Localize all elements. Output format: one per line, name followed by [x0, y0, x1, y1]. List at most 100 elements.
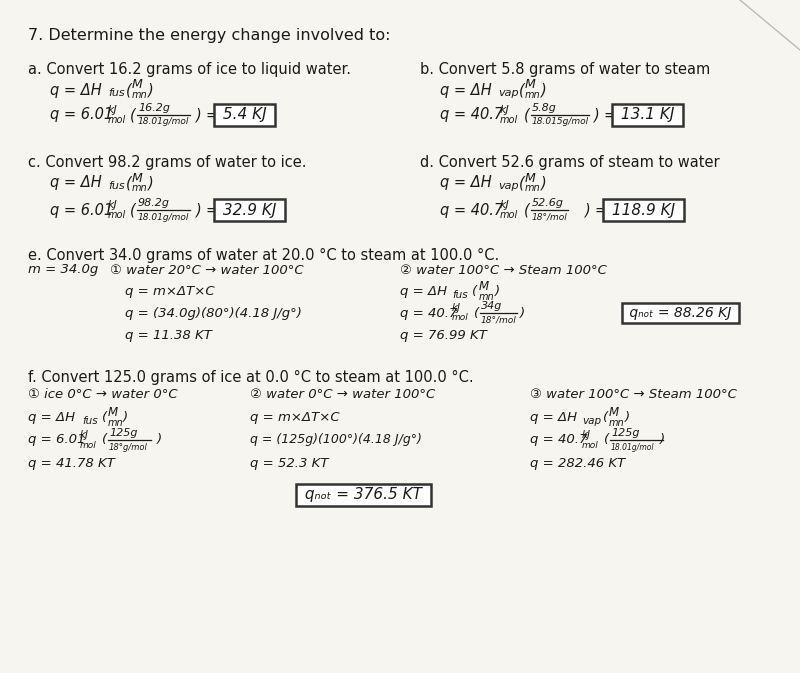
Text: q = ΔH: q = ΔH	[440, 176, 492, 190]
Text: ① ice 0°C → water 0°C: ① ice 0°C → water 0°C	[28, 388, 178, 402]
Text: q = ΔH: q = ΔH	[28, 411, 75, 425]
Text: mol: mol	[80, 441, 97, 450]
Text: mn: mn	[525, 183, 541, 193]
Text: 18.01g/mol: 18.01g/mol	[138, 118, 190, 127]
Text: ): )	[157, 433, 162, 446]
Text: mol: mol	[582, 441, 598, 450]
Text: kJ: kJ	[108, 105, 118, 115]
Text: (: (	[130, 203, 136, 217]
Text: (: (	[474, 306, 479, 320]
Text: (: (	[102, 411, 107, 425]
Text: ): )	[660, 433, 665, 446]
Text: ): )	[541, 176, 546, 190]
Text: mn: mn	[609, 418, 625, 428]
Text: vap: vap	[582, 416, 601, 426]
Text: M: M	[479, 281, 489, 293]
Text: 13.1 KJ: 13.1 KJ	[616, 108, 679, 122]
Text: q = 282.46 KT: q = 282.46 KT	[530, 456, 626, 470]
Text: q = 40.7: q = 40.7	[400, 306, 458, 320]
Text: M: M	[132, 79, 142, 92]
Text: vap: vap	[498, 88, 518, 98]
Text: vap: vap	[498, 181, 518, 191]
Text: 125g: 125g	[611, 428, 639, 438]
Text: ): )	[585, 203, 590, 217]
Text: q = ΔH: q = ΔH	[50, 176, 102, 190]
Text: q = (125g)(100°)(4.18 J/g°): q = (125g)(100°)(4.18 J/g°)	[250, 433, 422, 446]
Text: q = (34.0g)(80°)(4.18 J/g°): q = (34.0g)(80°)(4.18 J/g°)	[125, 306, 302, 320]
Text: 125g: 125g	[109, 428, 138, 438]
Text: ): )	[148, 176, 154, 190]
Text: kJ: kJ	[582, 430, 591, 440]
Text: 18°g/mol: 18°g/mol	[109, 443, 148, 452]
Text: 18.01g/mol: 18.01g/mol	[138, 213, 190, 221]
Text: 52.6g: 52.6g	[532, 198, 564, 208]
Text: qₙₒₜ = 376.5 KT: qₙₒₜ = 376.5 KT	[300, 487, 427, 503]
Text: mol: mol	[108, 210, 126, 220]
Text: c. Convert 98.2 grams of water to ice.: c. Convert 98.2 grams of water to ice.	[28, 155, 306, 170]
Text: mol: mol	[500, 115, 518, 125]
Text: ): )	[520, 306, 525, 320]
Text: M: M	[108, 406, 118, 419]
Text: (: (	[472, 285, 477, 299]
Text: 18°/mol: 18°/mol	[481, 316, 517, 324]
Text: q = 6.01: q = 6.01	[28, 433, 86, 446]
Text: fus: fus	[108, 88, 125, 98]
Text: M: M	[525, 79, 536, 92]
Text: 7. Determine the energy change involved to:: 7. Determine the energy change involved …	[28, 28, 390, 43]
Text: M: M	[525, 172, 536, 184]
Text: =: =	[205, 203, 218, 217]
Text: q = 40.7: q = 40.7	[440, 108, 503, 122]
Text: e. Convert 34.0 grams of water at 20.0 °C to steam at 100.0 °C.: e. Convert 34.0 grams of water at 20.0 °…	[28, 248, 499, 263]
Text: ③ water 100°C → Steam 100°C: ③ water 100°C → Steam 100°C	[530, 388, 737, 402]
Text: q = 11.38 KT: q = 11.38 KT	[125, 328, 212, 341]
Text: (: (	[604, 433, 609, 446]
Text: (: (	[126, 83, 132, 98]
Text: a. Convert 16.2 grams of ice to liquid water.: a. Convert 16.2 grams of ice to liquid w…	[28, 62, 351, 77]
Text: =: =	[603, 108, 615, 122]
Text: mol: mol	[108, 115, 126, 125]
Text: 34g: 34g	[481, 301, 502, 311]
Text: q = 40.7: q = 40.7	[530, 433, 587, 446]
Text: 18.01g/mol: 18.01g/mol	[611, 443, 654, 452]
Text: (: (	[524, 108, 530, 122]
Text: qₙₒₜ = 88.26 KJ: qₙₒₜ = 88.26 KJ	[625, 306, 736, 320]
Text: kJ: kJ	[108, 200, 118, 210]
Text: =: =	[594, 203, 606, 217]
Text: 118.9 KJ: 118.9 KJ	[607, 203, 680, 217]
Text: kJ: kJ	[80, 430, 89, 440]
Text: q = 40.7: q = 40.7	[440, 203, 503, 217]
Text: q = 76.99 KT: q = 76.99 KT	[400, 328, 487, 341]
Text: 18°/mol: 18°/mol	[532, 213, 568, 221]
Text: kJ: kJ	[500, 105, 510, 115]
Text: (: (	[519, 83, 525, 98]
Text: (: (	[102, 433, 107, 446]
Text: M: M	[609, 406, 619, 419]
Text: (: (	[519, 176, 525, 190]
Text: fus: fus	[82, 416, 98, 426]
Text: q = 6.01: q = 6.01	[50, 108, 113, 122]
Text: ② water 0°C → water 100°C: ② water 0°C → water 100°C	[250, 388, 435, 402]
Text: 18.015g/mol: 18.015g/mol	[532, 118, 589, 127]
Text: mol: mol	[452, 314, 469, 322]
Text: q = ΔH: q = ΔH	[440, 83, 492, 98]
Text: ): )	[196, 108, 202, 122]
Text: 32.9 KJ: 32.9 KJ	[218, 203, 282, 217]
Text: mol: mol	[500, 210, 518, 220]
Text: ): )	[541, 83, 546, 98]
Text: 16.2g: 16.2g	[138, 103, 170, 113]
Text: (: (	[126, 176, 132, 190]
Text: 5.4 KJ: 5.4 KJ	[218, 108, 271, 122]
Text: q = m×ΔT×C: q = m×ΔT×C	[250, 411, 340, 425]
Text: mn: mn	[108, 418, 124, 428]
Text: b. Convert 5.8 grams of water to steam: b. Convert 5.8 grams of water to steam	[420, 62, 710, 77]
Text: mn: mn	[132, 183, 148, 193]
Text: q = 41.78 KT: q = 41.78 KT	[28, 456, 115, 470]
Text: q = ΔH: q = ΔH	[530, 411, 577, 425]
Text: ): )	[196, 203, 202, 217]
Text: ① water 20°C → water 100°C: ① water 20°C → water 100°C	[110, 264, 304, 277]
Text: f. Convert 125.0 grams of ice at 0.0 °C to steam at 100.0 °C.: f. Convert 125.0 grams of ice at 0.0 °C …	[28, 370, 474, 385]
Text: mn: mn	[132, 90, 148, 100]
Text: fus: fus	[452, 290, 468, 300]
Text: fus: fus	[108, 181, 125, 191]
Text: mn: mn	[479, 292, 494, 302]
